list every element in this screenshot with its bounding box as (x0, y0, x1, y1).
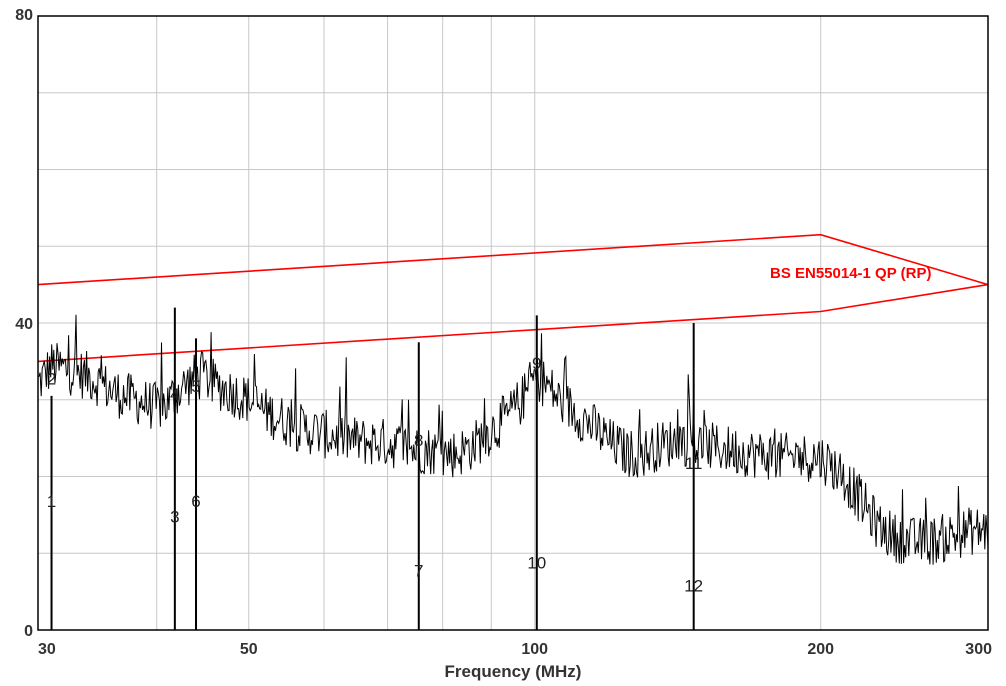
limit-line-upper (37, 233, 989, 286)
marker-label-9: 9 (532, 354, 541, 373)
axis-ticks: 30 50 100 200 300 0 40 80 (15, 7, 992, 658)
x-tick-label: 300 (965, 641, 992, 658)
marker-label-4: 4 (170, 385, 179, 404)
x-axis-label: Frequency (MHz) (445, 662, 582, 681)
marker-label-3: 3 (170, 508, 179, 527)
marker-label-1: 1 (47, 492, 56, 511)
y-tick-label: 40 (15, 316, 33, 333)
marker-label-6: 6 (191, 492, 200, 511)
marker-label-5: 5 (191, 377, 200, 396)
limit-line (37, 233, 989, 363)
x-tick-label: 100 (521, 641, 548, 658)
x-tick-label: 30 (38, 641, 56, 658)
y-tick-label: 80 (15, 7, 33, 24)
x-tick-label: 200 (807, 641, 834, 658)
x-tick-label: 50 (240, 641, 258, 658)
marker-label-10: 10 (527, 554, 546, 573)
limit-line-lower (37, 283, 989, 363)
marker-lines (50, 307, 695, 630)
marker-label-7: 7 (414, 561, 423, 580)
marker-label-11: 11 (685, 454, 703, 473)
marker-label-2: 2 (47, 369, 56, 388)
marker-label-12: 12 (684, 577, 703, 596)
y-tick-label: 0 (24, 623, 33, 640)
plot-frame (37, 15, 989, 631)
limit-line-label: BS EN55014-1 QP (RP) (770, 265, 931, 282)
marker-label-8: 8 (414, 431, 423, 450)
